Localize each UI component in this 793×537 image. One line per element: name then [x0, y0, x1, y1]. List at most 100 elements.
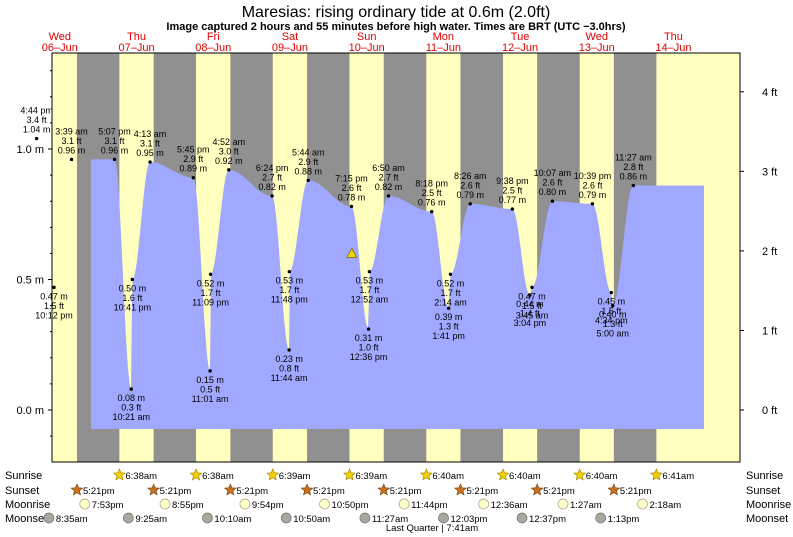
tide-label: 0.77 m: [499, 195, 527, 205]
day-name: Fri: [207, 31, 220, 43]
tide-label: 11:01 am: [192, 394, 229, 404]
tide-point: [631, 183, 636, 188]
sunset-time: 5:21pm: [236, 486, 268, 497]
moonset-time: 11:27am: [372, 514, 408, 525]
tide-label: 1.4 ft: [520, 309, 541, 319]
row-label-right: Sunrise: [746, 470, 783, 482]
sunset-time: 5:21pm: [466, 486, 498, 497]
tide-label: 1.7 ft: [279, 285, 300, 295]
moonrise-icon: [319, 498, 330, 510]
tide-point: [129, 387, 133, 391]
tide-label: 11:44 am: [271, 373, 308, 383]
tide-point: [287, 269, 292, 274]
tide-label: 0.31 m: [355, 333, 383, 343]
tide-label: 0.40 m: [599, 310, 627, 320]
sunset-time: 5:21pm: [160, 486, 192, 497]
sunrise-time: 6:40am: [586, 471, 618, 482]
day-date: 06–Jun: [42, 42, 78, 54]
astro-rows: Sunrise Sunrise Sunset Sunset Moonrise Moonri…: [5, 468, 791, 525]
moonset-icon: [516, 512, 528, 524]
sunset-time: 5:21pm: [620, 486, 652, 497]
day-name: Thu: [664, 31, 683, 43]
y-left-tick-label: 0.0 m: [16, 405, 44, 417]
tide-label: 0.88 m: [294, 166, 322, 176]
sunset-time: 5:21pm: [83, 486, 115, 497]
tide-point: [191, 176, 196, 180]
tide-label: 0.15 m: [196, 375, 224, 385]
tide-label: 1.7 ft: [359, 285, 380, 295]
tide-label: 1.04 m: [23, 125, 51, 135]
sunrise-time: 6:38am: [125, 471, 157, 482]
tide-label: 0.96 m: [58, 145, 86, 155]
tide-label: 3.1 ft: [62, 136, 83, 146]
tide-label: 11:27 am: [615, 153, 652, 163]
sunset-icon: [300, 483, 314, 496]
sunset-icon: [377, 483, 391, 496]
sunset-icon: [70, 483, 84, 496]
tide-point: [446, 306, 451, 310]
moonrise-icon: [478, 498, 489, 510]
day-date: 09–Jun: [272, 42, 308, 54]
tide-label: 1.5 ft: [601, 306, 622, 316]
tide-label: 1.3 ft: [603, 319, 624, 329]
tide-label: 6:50 am: [372, 163, 405, 173]
tide-label: 12:36 pm: [350, 352, 388, 362]
tide-label: 3.1 ft: [140, 139, 161, 149]
tide-point: [386, 194, 391, 198]
current-tide-icon: [346, 247, 358, 258]
sunrise-icon: [573, 468, 587, 481]
tide-label: 0.95 m: [136, 148, 164, 158]
tide-point: [112, 157, 117, 162]
tide-label: 0.8 ft: [279, 363, 300, 373]
y-left-tick-label: 0.5 m: [16, 275, 44, 287]
sunrise-time: 6:38am: [202, 471, 234, 482]
moonset-time: 12:03pm: [451, 514, 488, 525]
tide-label: 4:13 am: [134, 129, 167, 139]
plot-frame: [51, 52, 741, 463]
tide-point: [448, 272, 453, 276]
tide-point: [148, 160, 152, 164]
tide-label: 1.6 ft: [122, 293, 143, 303]
tide-label: 5:44 am: [292, 147, 325, 157]
tide-point: [609, 290, 614, 295]
day-date: 11–Jun: [426, 42, 461, 54]
moonset-time: 10:50am: [293, 514, 330, 525]
tide-label: 2:14 am: [434, 297, 467, 307]
tide-label: 0.52 m: [437, 278, 465, 288]
tide-label: 4:44 pm: [20, 106, 53, 116]
moonrise-icon: [398, 498, 410, 510]
tide-label: 0.92 m: [215, 156, 243, 166]
row-label-right: Moonset: [746, 513, 788, 525]
moonrise-icon: [79, 498, 91, 510]
sunset-icon: [147, 483, 161, 496]
sunrise-icon: [496, 468, 510, 481]
sunset-icon: [223, 483, 237, 496]
tide-point: [130, 277, 135, 282]
tide-label: 0.08 m: [117, 393, 145, 403]
tide-label: 1.5 ft: [44, 301, 65, 311]
tide-point: [550, 199, 555, 203]
tide-label: 8:18 pm: [415, 179, 448, 189]
tide-point: [611, 303, 615, 308]
moonrise-time: 12:36am: [491, 500, 528, 511]
tide-label: 2.6 ft: [341, 183, 362, 193]
tide-label: 0.86 m: [620, 172, 648, 182]
moonrise-icon: [637, 498, 648, 510]
tide-label: 1.5 ft: [522, 301, 543, 311]
moonrise-icon: [239, 498, 251, 510]
tide-point: [34, 136, 39, 141]
tide-point: [510, 207, 515, 211]
moonset-time: 12:37pm: [529, 514, 566, 525]
day-date: 14–Jun: [655, 42, 691, 54]
row-label-right: Moonrise: [746, 499, 791, 511]
moonset-icon: [122, 512, 134, 524]
y-left-tick-label: 1.0 m: [16, 144, 44, 156]
tide-curve: [91, 138, 704, 429]
tide-label: 10:07 am: [534, 168, 572, 178]
sunset-icon: [607, 483, 621, 496]
tide-label: 1.0 ft: [359, 343, 380, 353]
tide-label: 0.53 m: [356, 276, 384, 286]
tide-label: 0.82 m: [375, 182, 403, 192]
tide-point: [306, 178, 310, 183]
sunrise-time: 6:41am: [662, 471, 694, 482]
